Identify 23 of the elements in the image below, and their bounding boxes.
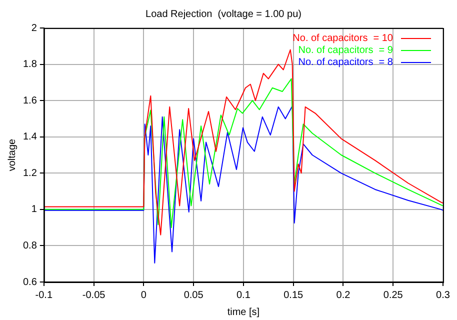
legend-label: No. of capacitors = 10 bbox=[292, 32, 394, 44]
legend-label: No. of capacitors = 8 bbox=[298, 56, 394, 68]
x-tick-label: 0.15 bbox=[284, 290, 304, 301]
y-tick-label: 0.6 bbox=[22, 276, 38, 288]
y-tick-label: 1.2 bbox=[22, 168, 38, 179]
x-tick-label: 0.25 bbox=[383, 290, 404, 301]
x-tick-label: -0.05 bbox=[82, 290, 106, 301]
x-tick-label: 0.3 bbox=[436, 290, 450, 301]
y-tick-label: 1 bbox=[31, 204, 38, 216]
x-tick-label: 0.2 bbox=[336, 290, 351, 301]
y-tick-label: 1.4 bbox=[22, 132, 38, 143]
y-tick-label: 1.8 bbox=[22, 59, 38, 70]
y-axis-title: voltage bbox=[6, 138, 18, 172]
x-axis-title: time [s] bbox=[227, 306, 260, 318]
chart-title: Load Rejection (voltage = 1.00 pu) bbox=[146, 8, 302, 20]
x-tick-label: -0.1 bbox=[35, 290, 53, 301]
y-tick-label: 1.6 bbox=[22, 95, 38, 106]
y-tick-label: 2 bbox=[31, 22, 38, 34]
y-tick-label: 0.8 bbox=[22, 240, 38, 252]
legend-label: No. of capacitors = 9 bbox=[298, 44, 394, 56]
x-tick-label: 0.1 bbox=[236, 290, 251, 301]
x-tick-label: 0 bbox=[140, 290, 147, 301]
x-tick-label: 0.05 bbox=[184, 290, 204, 301]
